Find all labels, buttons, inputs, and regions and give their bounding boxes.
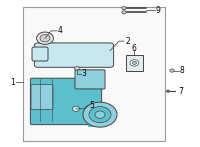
Bar <box>23 7 165 141</box>
Circle shape <box>122 11 126 14</box>
Circle shape <box>37 32 53 44</box>
Text: 5: 5 <box>89 101 94 110</box>
FancyBboxPatch shape <box>32 47 48 61</box>
Circle shape <box>83 102 117 127</box>
Circle shape <box>166 90 170 92</box>
Circle shape <box>40 35 50 42</box>
FancyBboxPatch shape <box>31 85 53 110</box>
Circle shape <box>95 111 105 118</box>
FancyBboxPatch shape <box>75 70 105 89</box>
Bar <box>88 102 100 127</box>
Ellipse shape <box>74 67 80 70</box>
Text: 6: 6 <box>131 44 136 53</box>
Text: 1: 1 <box>11 78 15 87</box>
Circle shape <box>72 106 80 111</box>
Text: 9: 9 <box>156 6 160 15</box>
Bar <box>126 55 143 71</box>
Text: 4: 4 <box>58 26 62 35</box>
Text: 2: 2 <box>125 37 130 46</box>
FancyBboxPatch shape <box>34 43 114 67</box>
Text: 8: 8 <box>180 66 184 75</box>
FancyBboxPatch shape <box>30 78 102 125</box>
Circle shape <box>89 107 111 123</box>
Text: 7: 7 <box>179 87 183 96</box>
Circle shape <box>122 6 126 10</box>
Circle shape <box>132 61 136 64</box>
Circle shape <box>170 69 174 72</box>
Circle shape <box>130 60 139 66</box>
Text: 3: 3 <box>82 69 86 78</box>
